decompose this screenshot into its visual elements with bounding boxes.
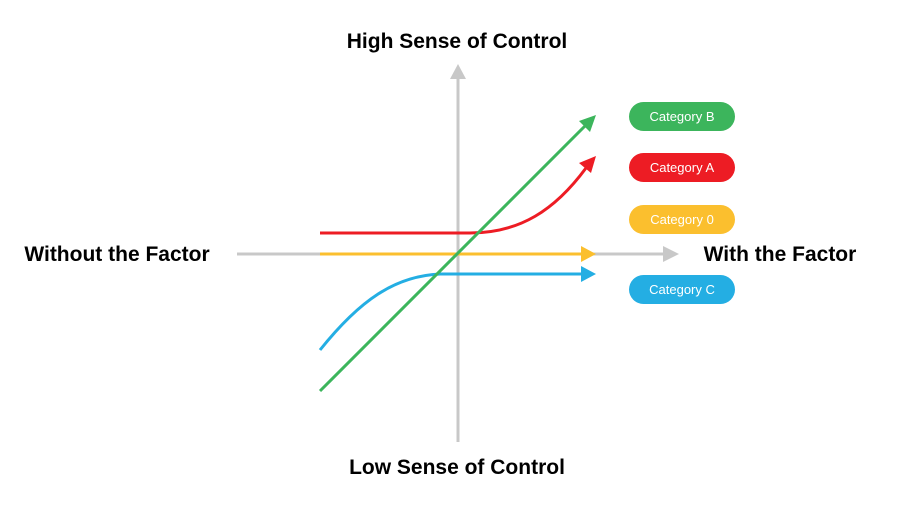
legend-item-category-0: Category 0 bbox=[629, 205, 735, 234]
category-0-arrowhead bbox=[581, 246, 596, 262]
category-b-curve bbox=[318, 124, 587, 393]
legend-label-category-0: Category 0 bbox=[650, 212, 714, 227]
left-axis-label: Without the Factor bbox=[24, 243, 209, 266]
category-c-curve bbox=[318, 272, 582, 351]
top-axis-label: High Sense of Control bbox=[347, 30, 568, 53]
legend-item-category-c: Category C bbox=[629, 275, 735, 304]
legend-label-category-b: Category B bbox=[649, 109, 714, 124]
legend-label-category-c: Category C bbox=[649, 282, 715, 297]
legend-pill-category-c bbox=[629, 275, 735, 304]
horizontal-axis-arrowhead bbox=[663, 246, 679, 262]
curves bbox=[318, 115, 596, 393]
legend: Category B Category A Category 0 Categor… bbox=[629, 102, 735, 304]
category-a-curve bbox=[320, 167, 588, 235]
legend-pill-category-a bbox=[629, 153, 735, 182]
category-c-arrowhead bbox=[581, 266, 596, 282]
category-b-arrowhead bbox=[579, 115, 596, 132]
legend-item-category-b: Category B bbox=[629, 102, 735, 131]
legend-label-category-a: Category A bbox=[650, 160, 715, 175]
bottom-axis-label: Low Sense of Control bbox=[349, 456, 565, 479]
right-axis-label: With the Factor bbox=[704, 243, 857, 266]
legend-pill-category-b bbox=[629, 102, 735, 131]
legend-item-category-a: Category A bbox=[629, 153, 735, 182]
category-a-arrowhead bbox=[579, 156, 596, 173]
legend-pill-category-0 bbox=[629, 205, 735, 234]
vertical-axis-arrowhead bbox=[450, 64, 466, 79]
